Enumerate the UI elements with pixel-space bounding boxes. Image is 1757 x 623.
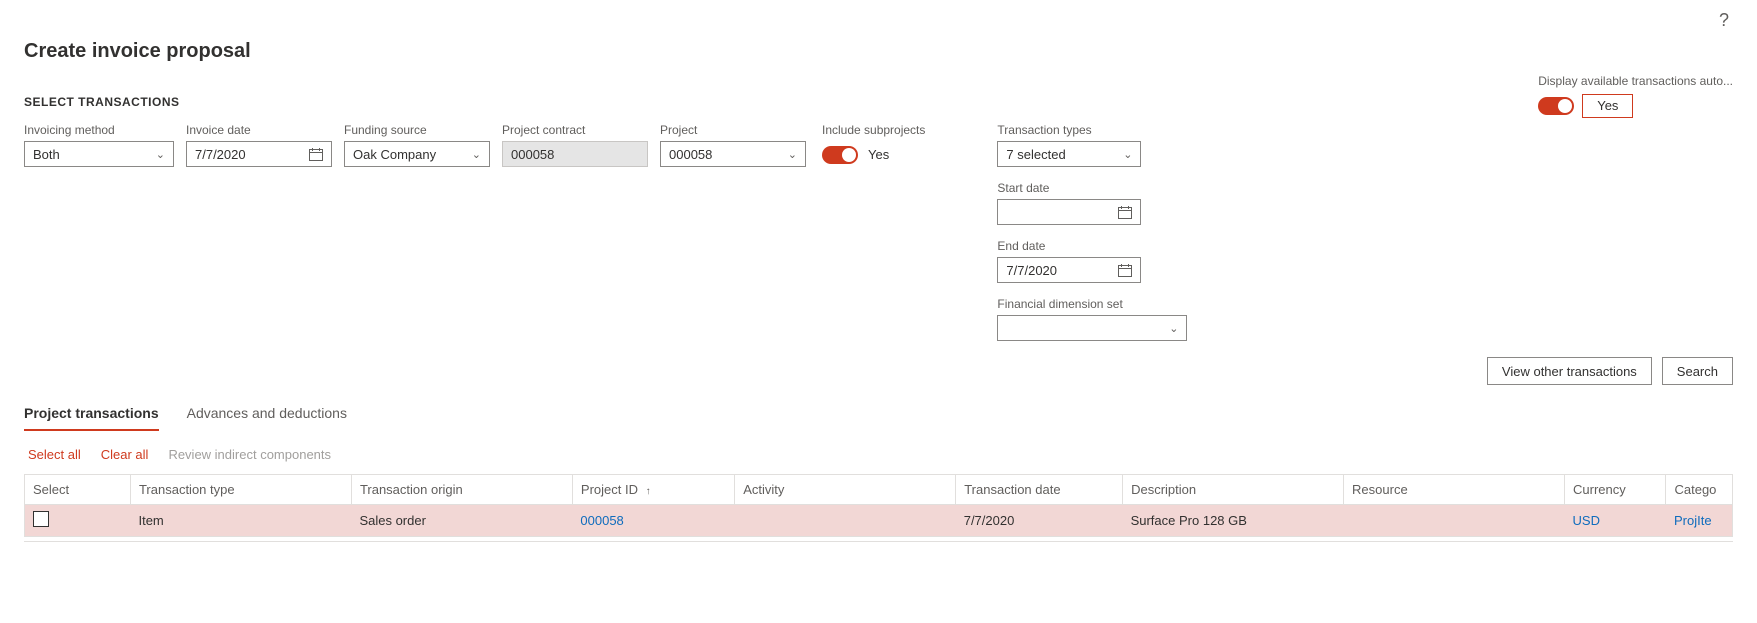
select-all-link[interactable]: Select all	[28, 447, 81, 462]
col-currency[interactable]: Currency	[1565, 475, 1666, 505]
cell-currency[interactable]: USD	[1573, 513, 1600, 528]
actions-row: View other transactions Search	[24, 357, 1733, 385]
invoicing-method-label: Invoicing method	[24, 123, 174, 137]
col-resource[interactable]: Resource	[1344, 475, 1565, 505]
tabs: Project transactions Advances and deduct…	[24, 405, 1733, 431]
end-date-label: End date	[997, 239, 1187, 253]
chevron-down-icon: ⌄	[472, 148, 481, 161]
display-auto-value: Yes	[1582, 94, 1633, 118]
col-select[interactable]: Select	[25, 475, 131, 505]
project-contract-value: 000058	[511, 147, 554, 162]
view-other-transactions-button[interactable]: View other transactions	[1487, 357, 1652, 385]
chevron-down-icon: ⌄	[156, 148, 165, 161]
chevron-down-icon: ⌄	[788, 148, 797, 161]
help-icon[interactable]: ?	[1719, 10, 1729, 31]
clear-all-link[interactable]: Clear all	[101, 447, 149, 462]
invoice-date-input[interactable]: 7/7/2020	[186, 141, 332, 167]
cell-category[interactable]: ProjIte	[1674, 513, 1712, 528]
tab-project-transactions[interactable]: Project transactions	[24, 405, 159, 431]
calendar-icon	[1118, 205, 1132, 219]
col-transaction-origin[interactable]: Transaction origin	[351, 475, 572, 505]
row-select-checkbox[interactable]	[33, 511, 49, 527]
project-contract-input: 000058	[502, 141, 648, 167]
funding-source-label: Funding source	[344, 123, 490, 137]
col-transaction-date[interactable]: Transaction date	[956, 475, 1123, 505]
financial-dimension-set-label: Financial dimension set	[997, 297, 1187, 311]
grid-bottom-border	[24, 541, 1733, 542]
review-indirect-link: Review indirect components	[168, 447, 331, 462]
filter-fields-row: Invoicing method Both ⌄ Invoice date 7/7…	[24, 123, 1733, 341]
include-subprojects-label: Include subprojects	[822, 123, 925, 137]
start-date-label: Start date	[997, 181, 1187, 195]
cell-transaction-type: Item	[130, 505, 351, 537]
grid-toolbar: Select all Clear all Review indirect com…	[24, 447, 1733, 462]
grid-header-row: Select Transaction type Transaction orig…	[25, 475, 1733, 505]
chevron-down-icon: ⌄	[1123, 148, 1132, 161]
transaction-types-value: 7 selected	[1006, 147, 1065, 162]
chevron-down-icon: ⌄	[1169, 322, 1178, 335]
col-project-id[interactable]: Project ID ↑	[572, 475, 734, 505]
sort-asc-icon: ↑	[646, 486, 651, 497]
cell-project-id[interactable]: 000058	[580, 513, 623, 528]
calendar-icon	[309, 147, 323, 161]
col-project-id-label: Project ID	[581, 482, 638, 497]
financial-dimension-set-select[interactable]: ⌄	[997, 315, 1187, 341]
project-contract-label: Project contract	[502, 123, 648, 137]
cell-description: Surface Pro 128 GB	[1123, 505, 1344, 537]
start-date-input[interactable]	[997, 199, 1141, 225]
invoicing-method-value: Both	[33, 147, 60, 162]
end-date-input[interactable]: 7/7/2020	[997, 257, 1141, 283]
cell-activity	[735, 505, 956, 537]
col-transaction-type[interactable]: Transaction type	[130, 475, 351, 505]
invoice-date-label: Invoice date	[186, 123, 332, 137]
page-title: Create invoice proposal	[24, 40, 1733, 63]
end-date-value: 7/7/2020	[1006, 263, 1057, 278]
tab-advances-deductions[interactable]: Advances and deductions	[187, 405, 347, 431]
transaction-types-select[interactable]: 7 selected ⌄	[997, 141, 1141, 167]
display-auto-label: Display available transactions auto...	[1538, 74, 1733, 88]
display-auto-toggle[interactable]	[1538, 97, 1574, 115]
calendar-icon	[1118, 263, 1132, 277]
invoicing-method-select[interactable]: Both ⌄	[24, 141, 174, 167]
project-label: Project	[660, 123, 806, 137]
col-description[interactable]: Description	[1123, 475, 1344, 505]
cell-resource	[1344, 505, 1565, 537]
select-transactions-header: SELECT TRANSACTIONS	[24, 95, 1733, 109]
col-activity[interactable]: Activity	[735, 475, 956, 505]
project-value: 000058	[669, 147, 712, 162]
include-subprojects-value: Yes	[868, 147, 889, 162]
display-auto-toggle-group: Display available transactions auto... Y…	[1538, 74, 1733, 118]
invoice-date-value: 7/7/2020	[195, 147, 246, 162]
project-select[interactable]: 000058 ⌄	[660, 141, 806, 167]
search-button[interactable]: Search	[1662, 357, 1733, 385]
transaction-types-label: Transaction types	[997, 123, 1187, 137]
transactions-grid: Select Transaction type Transaction orig…	[24, 474, 1733, 537]
col-category[interactable]: Catego	[1666, 475, 1733, 505]
funding-source-select[interactable]: Oak Company ⌄	[344, 141, 490, 167]
funding-source-value: Oak Company	[353, 147, 436, 162]
table-row[interactable]: Item Sales order 000058 7/7/2020 Surface…	[25, 505, 1733, 537]
cell-transaction-date: 7/7/2020	[956, 505, 1123, 537]
include-subprojects-toggle[interactable]	[822, 146, 858, 164]
cell-transaction-origin: Sales order	[351, 505, 572, 537]
